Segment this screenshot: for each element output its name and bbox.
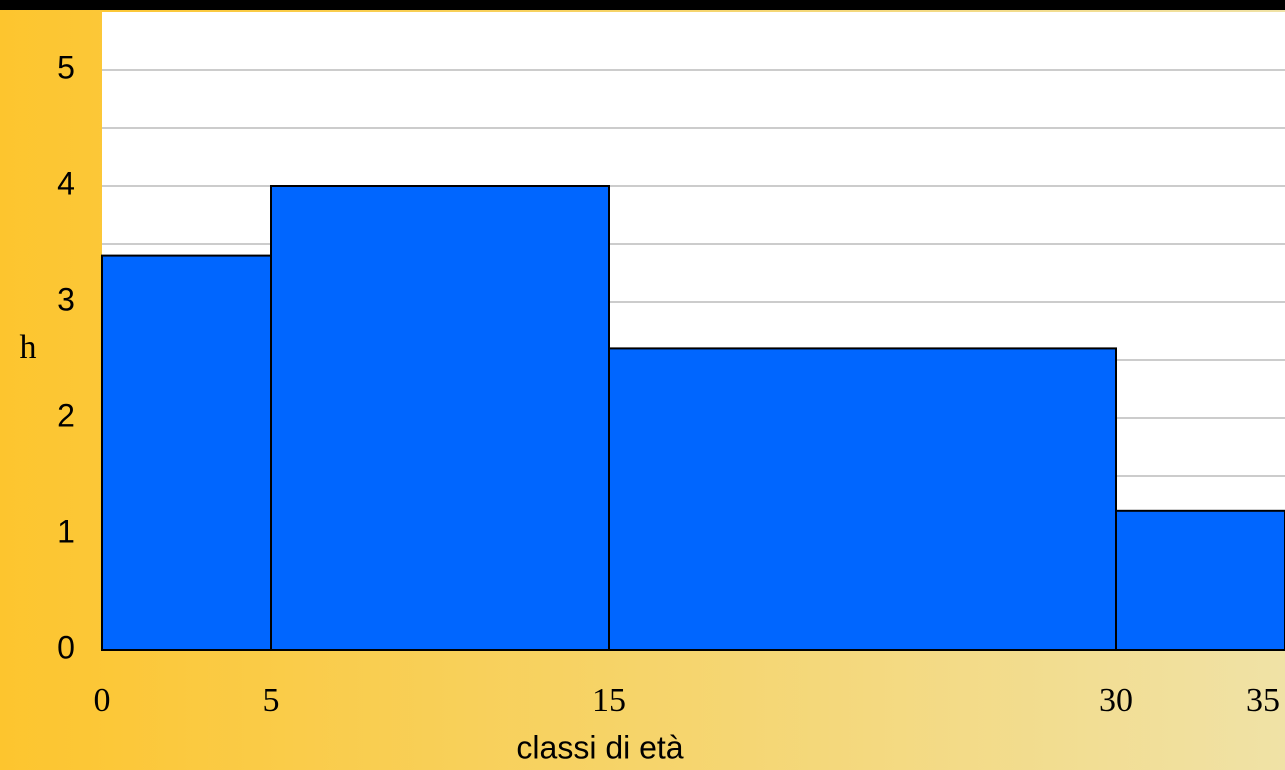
y-tick-label: 3 — [57, 281, 75, 317]
top-rule — [0, 0, 1285, 10]
x-tick-label: 15 — [592, 682, 626, 719]
y-tick-label: 0 — [57, 629, 75, 665]
y-tick-label: 5 — [57, 49, 75, 85]
bar — [270, 185, 610, 651]
x-tick-label: 30 — [1099, 682, 1133, 719]
x-axis-label: classi di età — [516, 729, 683, 765]
y-tick-label: 4 — [57, 165, 75, 201]
x-tick-label: 35 — [1246, 682, 1280, 719]
bar — [608, 347, 1117, 651]
bar — [101, 254, 272, 651]
y-axis-label: h — [20, 329, 37, 366]
bar — [1115, 509, 1285, 651]
x-tick-label: 0 — [94, 682, 111, 719]
y-tick-label: 2 — [57, 397, 75, 433]
y-tick-label: 1 — [57, 513, 75, 549]
x-tick-label: 5 — [263, 682, 280, 719]
